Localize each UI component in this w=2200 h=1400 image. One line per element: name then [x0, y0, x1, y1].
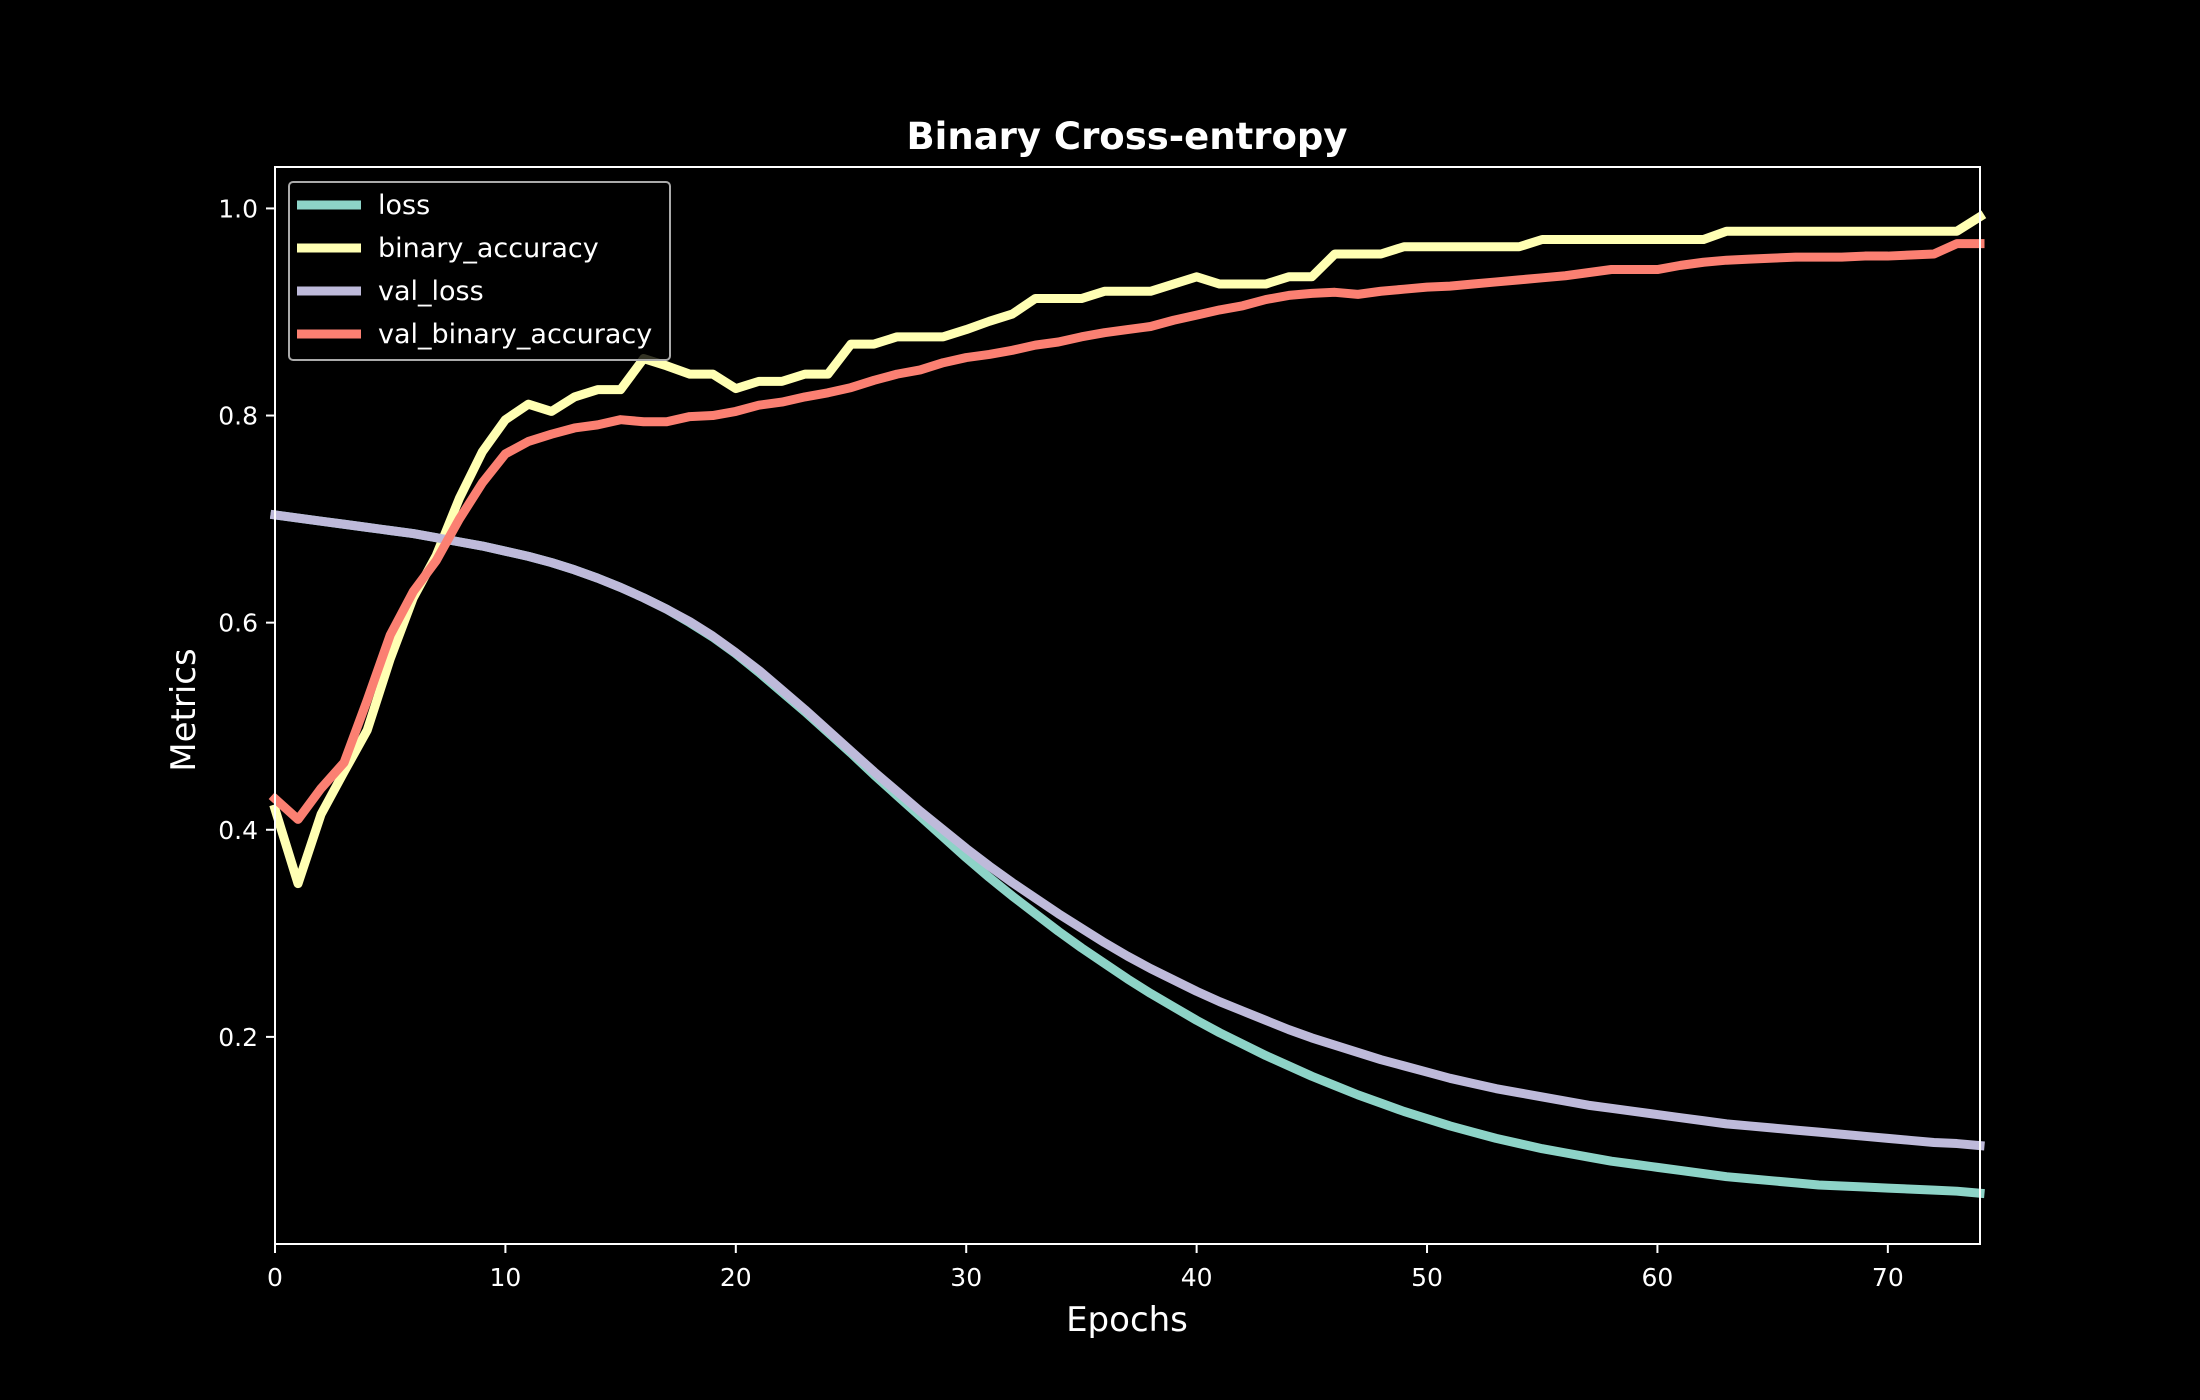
legend-label-loss: loss	[378, 190, 430, 221]
x-tick-label: 20	[720, 1263, 752, 1292]
y-axis-ticks: 0.2 0.4 0.6 0.8 1.0	[218, 194, 275, 1052]
x-tick-label: 50	[1411, 1263, 1443, 1292]
x-tick-label: 0	[267, 1263, 283, 1292]
x-tick-label: 60	[1642, 1263, 1674, 1292]
legend-label-binary-accuracy: binary_accuracy	[378, 233, 599, 264]
x-axis-ticks: 0 10 20 30 40 50 60 70	[267, 1244, 1904, 1292]
x-tick-label: 10	[489, 1263, 521, 1292]
x-tick-label: 70	[1872, 1263, 1904, 1292]
legend-label-val-binary-accuracy: val_binary_accuracy	[378, 319, 652, 350]
y-tick-label: 1.0	[218, 194, 258, 223]
y-tick-label: 0.2	[218, 1023, 258, 1052]
x-axis-label: Epochs	[1066, 1300, 1188, 1340]
series-line-val-loss	[269, 509, 1985, 1151]
x-tick-label: 30	[950, 1263, 982, 1292]
series-lines	[268, 210, 1987, 1199]
y-tick-label: 0.4	[218, 816, 258, 845]
y-tick-label: 0.6	[218, 609, 258, 638]
plot-frame	[274, 166, 1981, 1245]
y-tick-label: 0.8	[218, 402, 258, 431]
series-line-val-binary-accuracy	[268, 239, 1985, 824]
legend: loss binary_accuracy val_loss val_binary…	[288, 181, 671, 361]
y-axis-label: Metrics	[164, 648, 204, 771]
series-line-binary-accuracy	[269, 210, 1987, 889]
chart-title: Binary Cross-entropy	[906, 115, 1347, 158]
legend-frame	[288, 181, 671, 361]
legend-label-val-loss: val_loss	[378, 276, 484, 307]
x-tick-label: 40	[1181, 1263, 1213, 1292]
